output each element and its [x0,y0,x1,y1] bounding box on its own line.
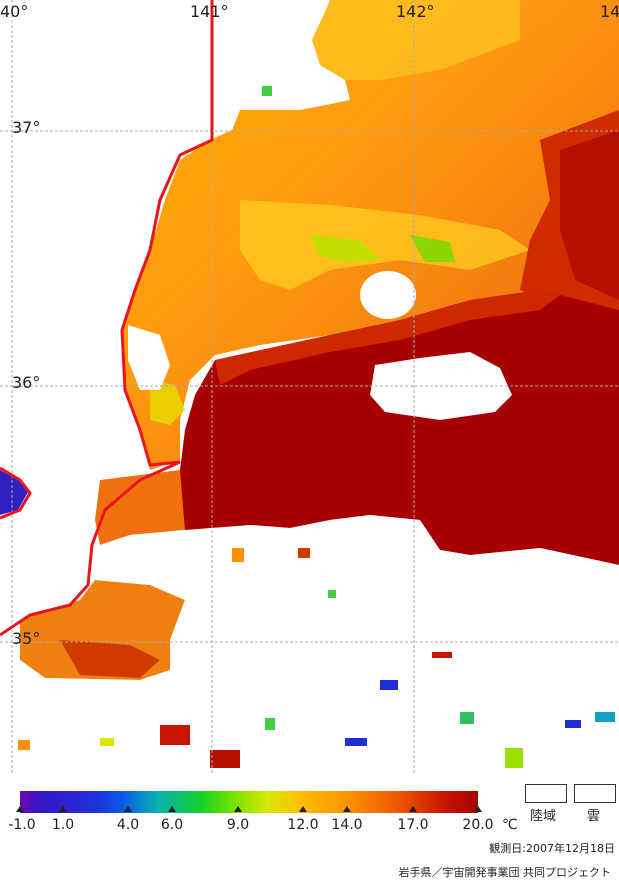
tick-label: -1.0 [8,817,36,833]
color-scale-bar [20,791,478,813]
tick-mark [409,806,417,812]
cool-band-north [312,0,520,80]
cloud-3 [128,325,170,390]
graticule [0,0,619,775]
tick-label: 1.0 [51,817,75,833]
cloud-key-swatch [574,784,616,803]
scattered-pixels [18,86,615,768]
lat-label-36: 36° [12,373,41,392]
lon-label-141: 141° [190,2,229,21]
tick-mark [59,806,67,812]
lat-label-35: 35° [12,629,41,648]
yellow-patch-3 [150,380,185,425]
tick-mark [343,806,351,812]
observation-date: 観測日:2007年12月18日 [489,842,615,855]
tick-mark [124,806,132,812]
tick-label: 6.0 [160,817,184,833]
cool-band-mid [240,200,530,290]
tick-mark [299,806,307,812]
south-patch-red [60,640,160,678]
tick-label: 9.0 [226,817,250,833]
legend: -1.0 1.0 4.0 6.0 9.0 12.0 14.0 17.0 20.0… [0,775,619,881]
tick-mark [168,806,176,812]
inland-lake [0,470,28,515]
tick-mark [16,806,24,812]
land-key-label: 陸域 [530,809,557,824]
credit-line: 岩手県／宇宙開発事業団 共同プロジェクト [398,866,612,879]
cloud-1 [360,271,416,319]
sst-map [0,0,619,775]
green-patch-1 [310,235,380,262]
tick-label: 20.0 [462,817,494,833]
lat-label-37: 37° [12,118,41,137]
tick-label: 14.0 [331,817,363,833]
cloud-southern [0,515,619,775]
tick-mark [474,806,482,812]
southern-shelf [95,470,185,545]
tick-mark [234,806,242,812]
tick-label: 12.0 [287,817,319,833]
tick-label: 4.0 [116,817,140,833]
lon-label-142: 142° [396,2,435,21]
tick-label: 17.0 [397,817,429,833]
cloud-key-label: 雲 [587,809,601,824]
coastline-lake [0,466,32,520]
lon-label-143: 14 [600,2,619,21]
warm-current-edge [215,290,560,385]
land-key-swatch [525,784,567,803]
coastline [0,0,214,637]
lon-label-140: 40° [0,2,29,21]
green-patch-2 [410,235,455,262]
cloud-land-north [212,0,350,138]
northeast-red [560,130,619,300]
unit-label: ℃ [502,817,518,833]
